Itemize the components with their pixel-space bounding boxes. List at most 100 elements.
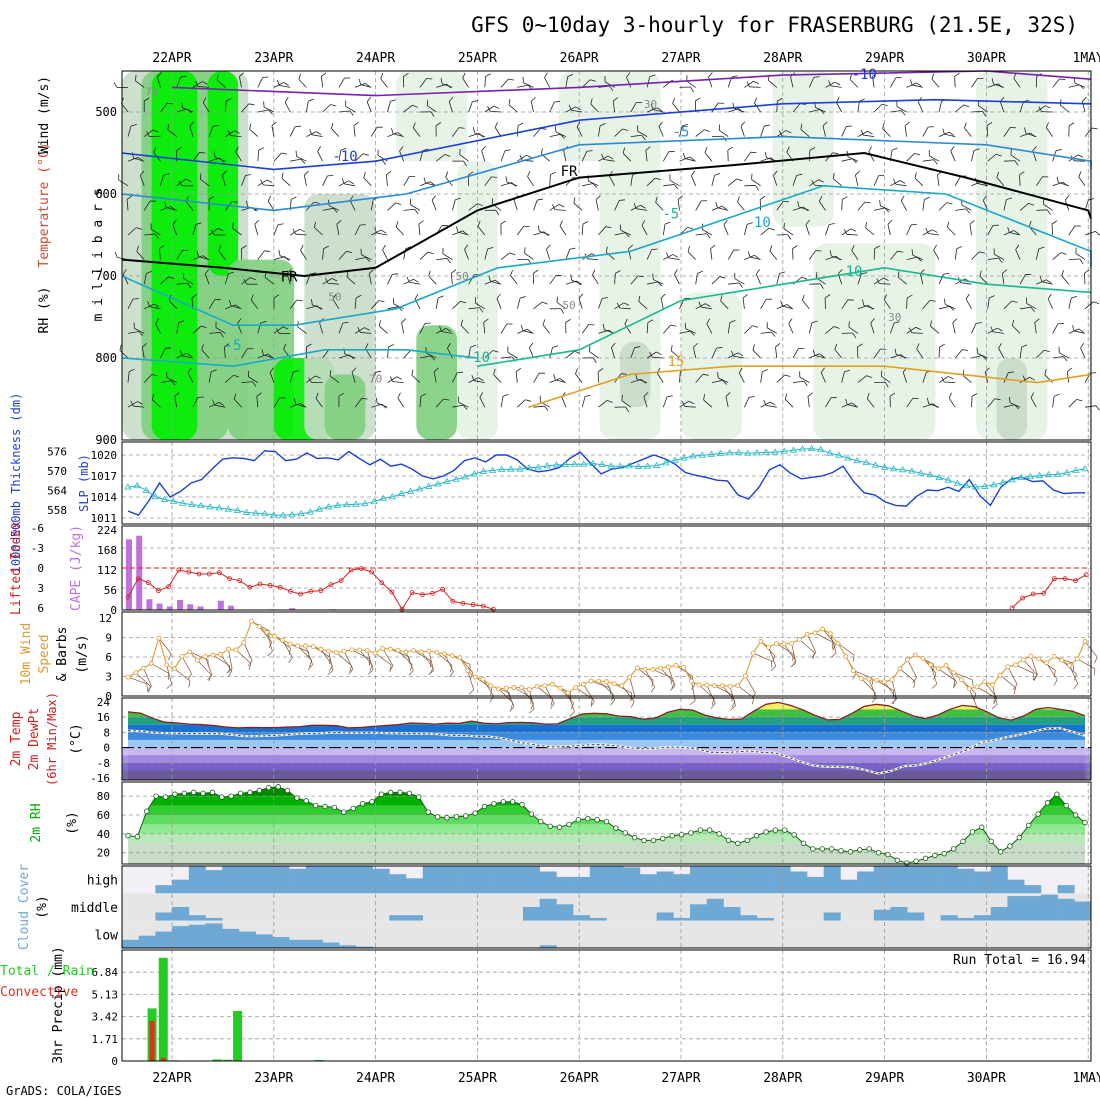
- barb-flag: [586, 150, 593, 152]
- barb-shaft: [354, 297, 357, 309]
- barb-shaft: [435, 297, 439, 309]
- thickness-point: [698, 451, 706, 458]
- barb-shaft: [992, 684, 998, 705]
- wind-speed-point: [1036, 656, 1042, 662]
- barb-shaft: [806, 634, 817, 653]
- cloud-cell: [756, 917, 774, 921]
- wind-barb: [1084, 231, 1100, 236]
- barb-shaft: [1003, 199, 1007, 211]
- barb-shaft: [890, 322, 895, 334]
- thickness-point: [379, 494, 387, 501]
- wind-barb: [133, 322, 145, 334]
- wind-barb: [987, 295, 995, 309]
- wind-barb: [870, 318, 875, 334]
- barb-flag: [231, 201, 238, 203]
- barb-flag: [790, 662, 797, 668]
- barb-flag: [226, 668, 233, 674]
- barb-flag: [671, 682, 675, 690]
- barb-flag: [279, 397, 286, 399]
- wind-barb: [646, 248, 658, 260]
- lifted-index-tail-line: [1011, 574, 1087, 609]
- barb-flag: [472, 100, 479, 103]
- wind-barb: [971, 148, 980, 162]
- temperature-tick: 8: [103, 726, 110, 739]
- barb-flag: [862, 299, 865, 306]
- lifted-index-line: [127, 568, 494, 611]
- barb-shaft: [403, 349, 412, 359]
- thickness-point: [561, 460, 570, 468]
- barb-shaft: [937, 174, 940, 186]
- wind-barb: [474, 297, 486, 310]
- barb-flag: [191, 294, 197, 299]
- barb-flag: [592, 357, 597, 363]
- thickness-axis-label: 1000-500mb Thickness (dm): [9, 393, 23, 574]
- barb-flag: [458, 127, 465, 129]
- cloud-cell: [406, 915, 424, 921]
- barb-flag: [666, 395, 673, 398]
- barb-flag: [1024, 127, 1027, 134]
- wind-speed-point: [1013, 662, 1018, 668]
- barb-flag: [1032, 146, 1037, 152]
- wind-barb: [880, 370, 891, 383]
- barb-flag: [126, 195, 132, 200]
- barb-flag: [526, 154, 532, 159]
- barb-shaft: [322, 175, 328, 186]
- cloud-cell: [188, 866, 206, 894]
- barb-flag: [374, 227, 378, 234]
- barb-shaft: [906, 326, 916, 334]
- barb-flag: [218, 245, 222, 251]
- barb-shaft: [581, 396, 586, 408]
- rh-point: [172, 791, 178, 797]
- wind-barb: [1068, 328, 1084, 334]
- barb-shaft: [630, 347, 635, 359]
- thickness-point: [826, 449, 834, 456]
- wind-barb: [637, 125, 648, 137]
- barb-shaft: [930, 326, 940, 334]
- rh-shading: [558, 71, 610, 162]
- barb-shaft: [264, 277, 275, 285]
- barb-shaft: [987, 83, 999, 88]
- barb-shaft: [588, 180, 599, 187]
- barb-flag: [703, 394, 706, 401]
- barb-flag: [658, 121, 663, 127]
- wind-barb: [160, 276, 175, 285]
- barb-shaft: [917, 101, 924, 113]
- cloud-cell: [656, 871, 674, 894]
- wind-barb: [559, 220, 567, 236]
- wind-barb: [468, 203, 483, 211]
- wind-barb: [135, 74, 145, 88]
- barb-shaft: [452, 199, 456, 211]
- barb-shaft: [578, 298, 583, 309]
- rh-point: [1007, 843, 1013, 849]
- barb-flag: [559, 378, 565, 383]
- wind-barb: [996, 171, 1005, 187]
- barb-shaft: [468, 101, 473, 113]
- wind-barb: [991, 78, 1005, 88]
- date-label-top: 1MAY: [1073, 51, 1100, 66]
- wind-barb: [389, 376, 404, 383]
- barb-flag: [870, 318, 875, 324]
- barb-shaft: [614, 683, 632, 694]
- wind-speed-point: [820, 626, 825, 632]
- wind-speed-point: [233, 647, 239, 653]
- barb-flag: [382, 244, 386, 251]
- barb-flag: [457, 396, 460, 403]
- barb-shaft: [687, 251, 696, 260]
- wind-barb-10m: [297, 645, 313, 667]
- wind-barb: [338, 147, 347, 162]
- barb-shaft: [539, 230, 550, 236]
- barb-shaft: [887, 224, 891, 236]
- barb-flag: [710, 244, 716, 249]
- barb-shaft: [311, 134, 323, 137]
- barb-flag: [508, 98, 511, 105]
- barb-shaft: [250, 299, 259, 310]
- barb-flag: [164, 201, 167, 208]
- wind-barb: [403, 72, 409, 88]
- cloud-cell: [907, 866, 925, 894]
- cloud-cell: [389, 874, 407, 894]
- barb-flag: [530, 96, 536, 102]
- barb-flag: [595, 195, 601, 200]
- barb-shaft: [1075, 253, 1086, 260]
- barb-shaft: [172, 224, 178, 236]
- wind-barb: [176, 320, 185, 334]
